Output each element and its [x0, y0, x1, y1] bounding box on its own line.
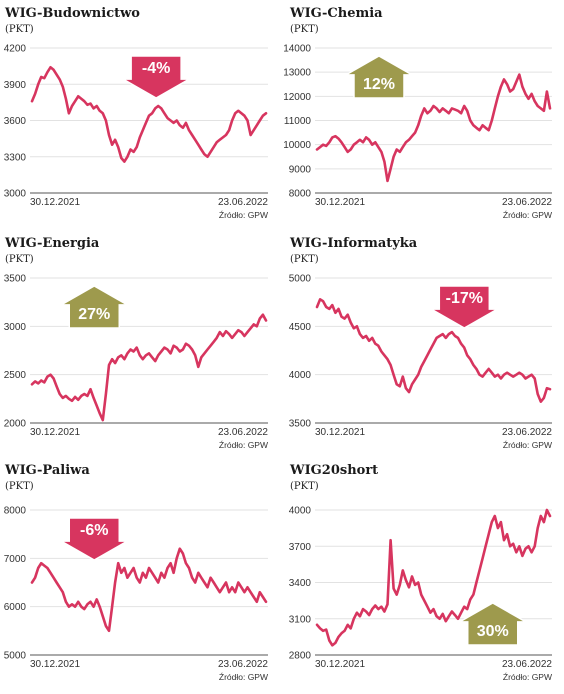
y-tick-label: 3000 — [4, 322, 27, 333]
y-tick-label: 11000 — [284, 116, 312, 127]
y-tick-label: 4500 — [289, 322, 312, 333]
change-label: -17% — [446, 290, 483, 307]
series-line — [315, 508, 552, 647]
chart-unit: (PKT) — [290, 24, 319, 35]
x-end-label: 23.06.2022 — [502, 197, 552, 208]
x-end-label: 23.06.2022 — [218, 427, 268, 438]
chart-unit: (PKT) — [5, 481, 34, 492]
up-arrow-icon — [58, 285, 131, 329]
series-line — [315, 73, 552, 183]
y-tick-label: 3500 — [289, 419, 312, 430]
down-arrow-icon — [120, 55, 192, 99]
change-label: -6% — [80, 522, 108, 539]
y-tick-label: 8000 — [289, 189, 312, 200]
chart-panel-5: WIG-Paliwa (PKT) 5000 6000 7000 8000 30.12.202… — [4, 463, 269, 682]
x-start-label: 30.12.2021 — [315, 659, 365, 670]
chart-title: WIG-Energia — [4, 236, 100, 251]
y-tick-label: 4200 — [4, 44, 27, 55]
y-tick-label: 12000 — [283, 92, 311, 103]
chart-unit: (PKT) — [5, 24, 34, 35]
source-label: Źródło: GPW — [503, 440, 552, 450]
y-tick-label: 3400 — [289, 578, 312, 589]
y-tick-label: 8000 — [4, 506, 27, 517]
up-arrow-icon — [456, 602, 529, 646]
source-label: Źródło: GPW — [219, 210, 268, 220]
chart-title: WIG-Chemia — [289, 6, 383, 21]
x-end-label: 23.06.2022 — [502, 659, 552, 670]
y-tick-label: 2800 — [289, 651, 312, 662]
x-end-label: 23.06.2022 — [502, 427, 552, 438]
x-end-label: 23.06.2022 — [218, 197, 268, 208]
source-label: Źródło: GPW — [219, 440, 268, 450]
down-arrow-icon — [428, 285, 501, 329]
y-tick-label: 2000 — [4, 419, 27, 430]
y-tick-label: 3500 — [4, 274, 27, 285]
chart-unit: (PKT) — [290, 254, 319, 265]
y-tick-label: 7000 — [4, 554, 27, 565]
x-start-label: 30.12.2021 — [315, 197, 365, 208]
y-tick-label: 4000 — [289, 370, 312, 381]
y-tick-label: 9000 — [289, 164, 312, 175]
y-tick-label: 5000 — [289, 274, 312, 285]
x-start-label: 30.12.2021 — [30, 197, 80, 208]
change-label: 27% — [78, 306, 110, 323]
chart-panel-1: WIG-Budownictwo (PKT) 3000 3300 3600 3900 4200… — [4, 6, 269, 220]
series-line — [30, 66, 268, 163]
change-label: -4% — [142, 60, 170, 77]
y-tick-label: 4000 — [289, 506, 312, 517]
chart-panel-4: WIG-Informatyka (PKT) 3500 4000 4500 5000 30.1… — [289, 236, 553, 450]
y-tick-label: 14000 — [283, 44, 311, 55]
chart-panel-2: WIG-Chemia (PKT) 8000 9000 10000 11000 12000 13… — [283, 6, 552, 220]
y-tick-label: 2500 — [4, 370, 27, 381]
change-label: 12% — [363, 76, 395, 93]
x-end-label: 23.06.2022 — [218, 659, 268, 670]
series-line — [30, 313, 268, 422]
chart-title: WIG-Budownictwo — [4, 6, 140, 21]
x-start-label: 30.12.2021 — [315, 427, 365, 438]
chart-title: WIG-Informatyka — [289, 236, 418, 251]
chart-unit: (PKT) — [5, 254, 34, 265]
change-label: 30% — [477, 623, 509, 640]
x-start-label: 30.12.2021 — [30, 659, 80, 670]
chart-title: WIG-Paliwa — [4, 463, 90, 478]
y-tick-label: 6000 — [4, 602, 27, 613]
y-tick-label: 3000 — [4, 189, 27, 200]
chart-unit: (PKT) — [290, 481, 319, 492]
down-arrow-icon — [58, 517, 131, 561]
y-tick-label: 3900 — [4, 80, 27, 91]
source-label: Źródło: GPW — [219, 672, 268, 682]
y-tick-label: 3600 — [4, 116, 27, 127]
y-tick-label: 10000 — [283, 140, 311, 151]
series-line — [315, 297, 552, 404]
chart-panel-6: WIG20short (PKT) 2800 3100 3400 3700 4000 30.12… — [289, 463, 553, 682]
source-label: Źródło: GPW — [503, 672, 552, 682]
chart-title: WIG20short — [289, 463, 378, 478]
y-tick-label: 3300 — [4, 152, 27, 163]
y-tick-label: 5000 — [4, 651, 27, 662]
y-tick-label: 3100 — [289, 614, 312, 625]
up-arrow-icon — [343, 55, 415, 99]
series-line — [30, 547, 268, 633]
y-tick-label: 13000 — [283, 68, 311, 79]
chart-panel-3: WIG-Energia (PKT) 2000 2500 3000 3500 30.12.20… — [4, 236, 269, 450]
x-start-label: 30.12.2021 — [30, 427, 80, 438]
source-label: Źródło: GPW — [503, 210, 552, 220]
y-tick-label: 3700 — [289, 542, 312, 553]
